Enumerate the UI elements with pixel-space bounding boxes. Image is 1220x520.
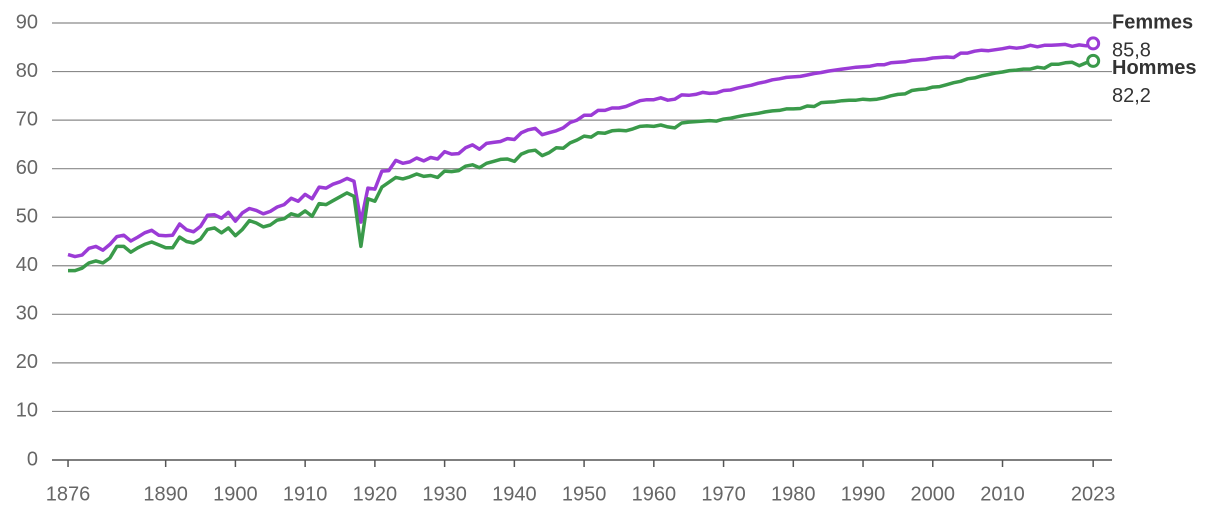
value-label: 85,8 [1112,40,1151,62]
series-line [68,59,1094,273]
x-tick-label: 1990 [841,483,886,505]
x-tick-label: 1960 [632,483,677,505]
x-tick-label: 1980 [771,483,816,505]
x-tick-label: 1920 [353,483,398,505]
y-tick-label: 20 [16,351,38,373]
end-marker [1086,53,1101,68]
x-tick-label: 1876 [46,483,91,505]
series-line [67,41,1094,259]
series-name: Hommes [1112,57,1196,79]
y-tick-label: 10 [16,400,38,422]
x-tick-label: 2010 [980,483,1025,505]
x-tick-label: 1970 [701,483,746,505]
y-tick-label: 60 [16,157,38,179]
end-marker [1086,36,1101,51]
y-tick-label: 70 [16,108,38,130]
x-tick-label: 2023 [1071,483,1116,505]
y-tick-label: 90 [16,11,38,33]
value-label: 82,2 [1112,85,1151,107]
y-tick-label: 80 [16,60,38,82]
y-tick-label: 50 [16,206,38,228]
x-tick-label: 1890 [143,483,188,505]
x-tick-label: 1950 [562,483,607,505]
x-tick-label: 1940 [492,483,537,505]
y-tick-label: 30 [16,303,38,325]
y-tick-label: 40 [16,254,38,276]
series-name: Femmes [1112,12,1193,34]
x-tick-label: 1900 [213,483,258,505]
x-tick-label: 2000 [911,483,956,505]
x-tick-label: 1910 [283,483,328,505]
x-tick-label: 1930 [422,483,467,505]
y-tick-label: 0 [27,448,38,470]
